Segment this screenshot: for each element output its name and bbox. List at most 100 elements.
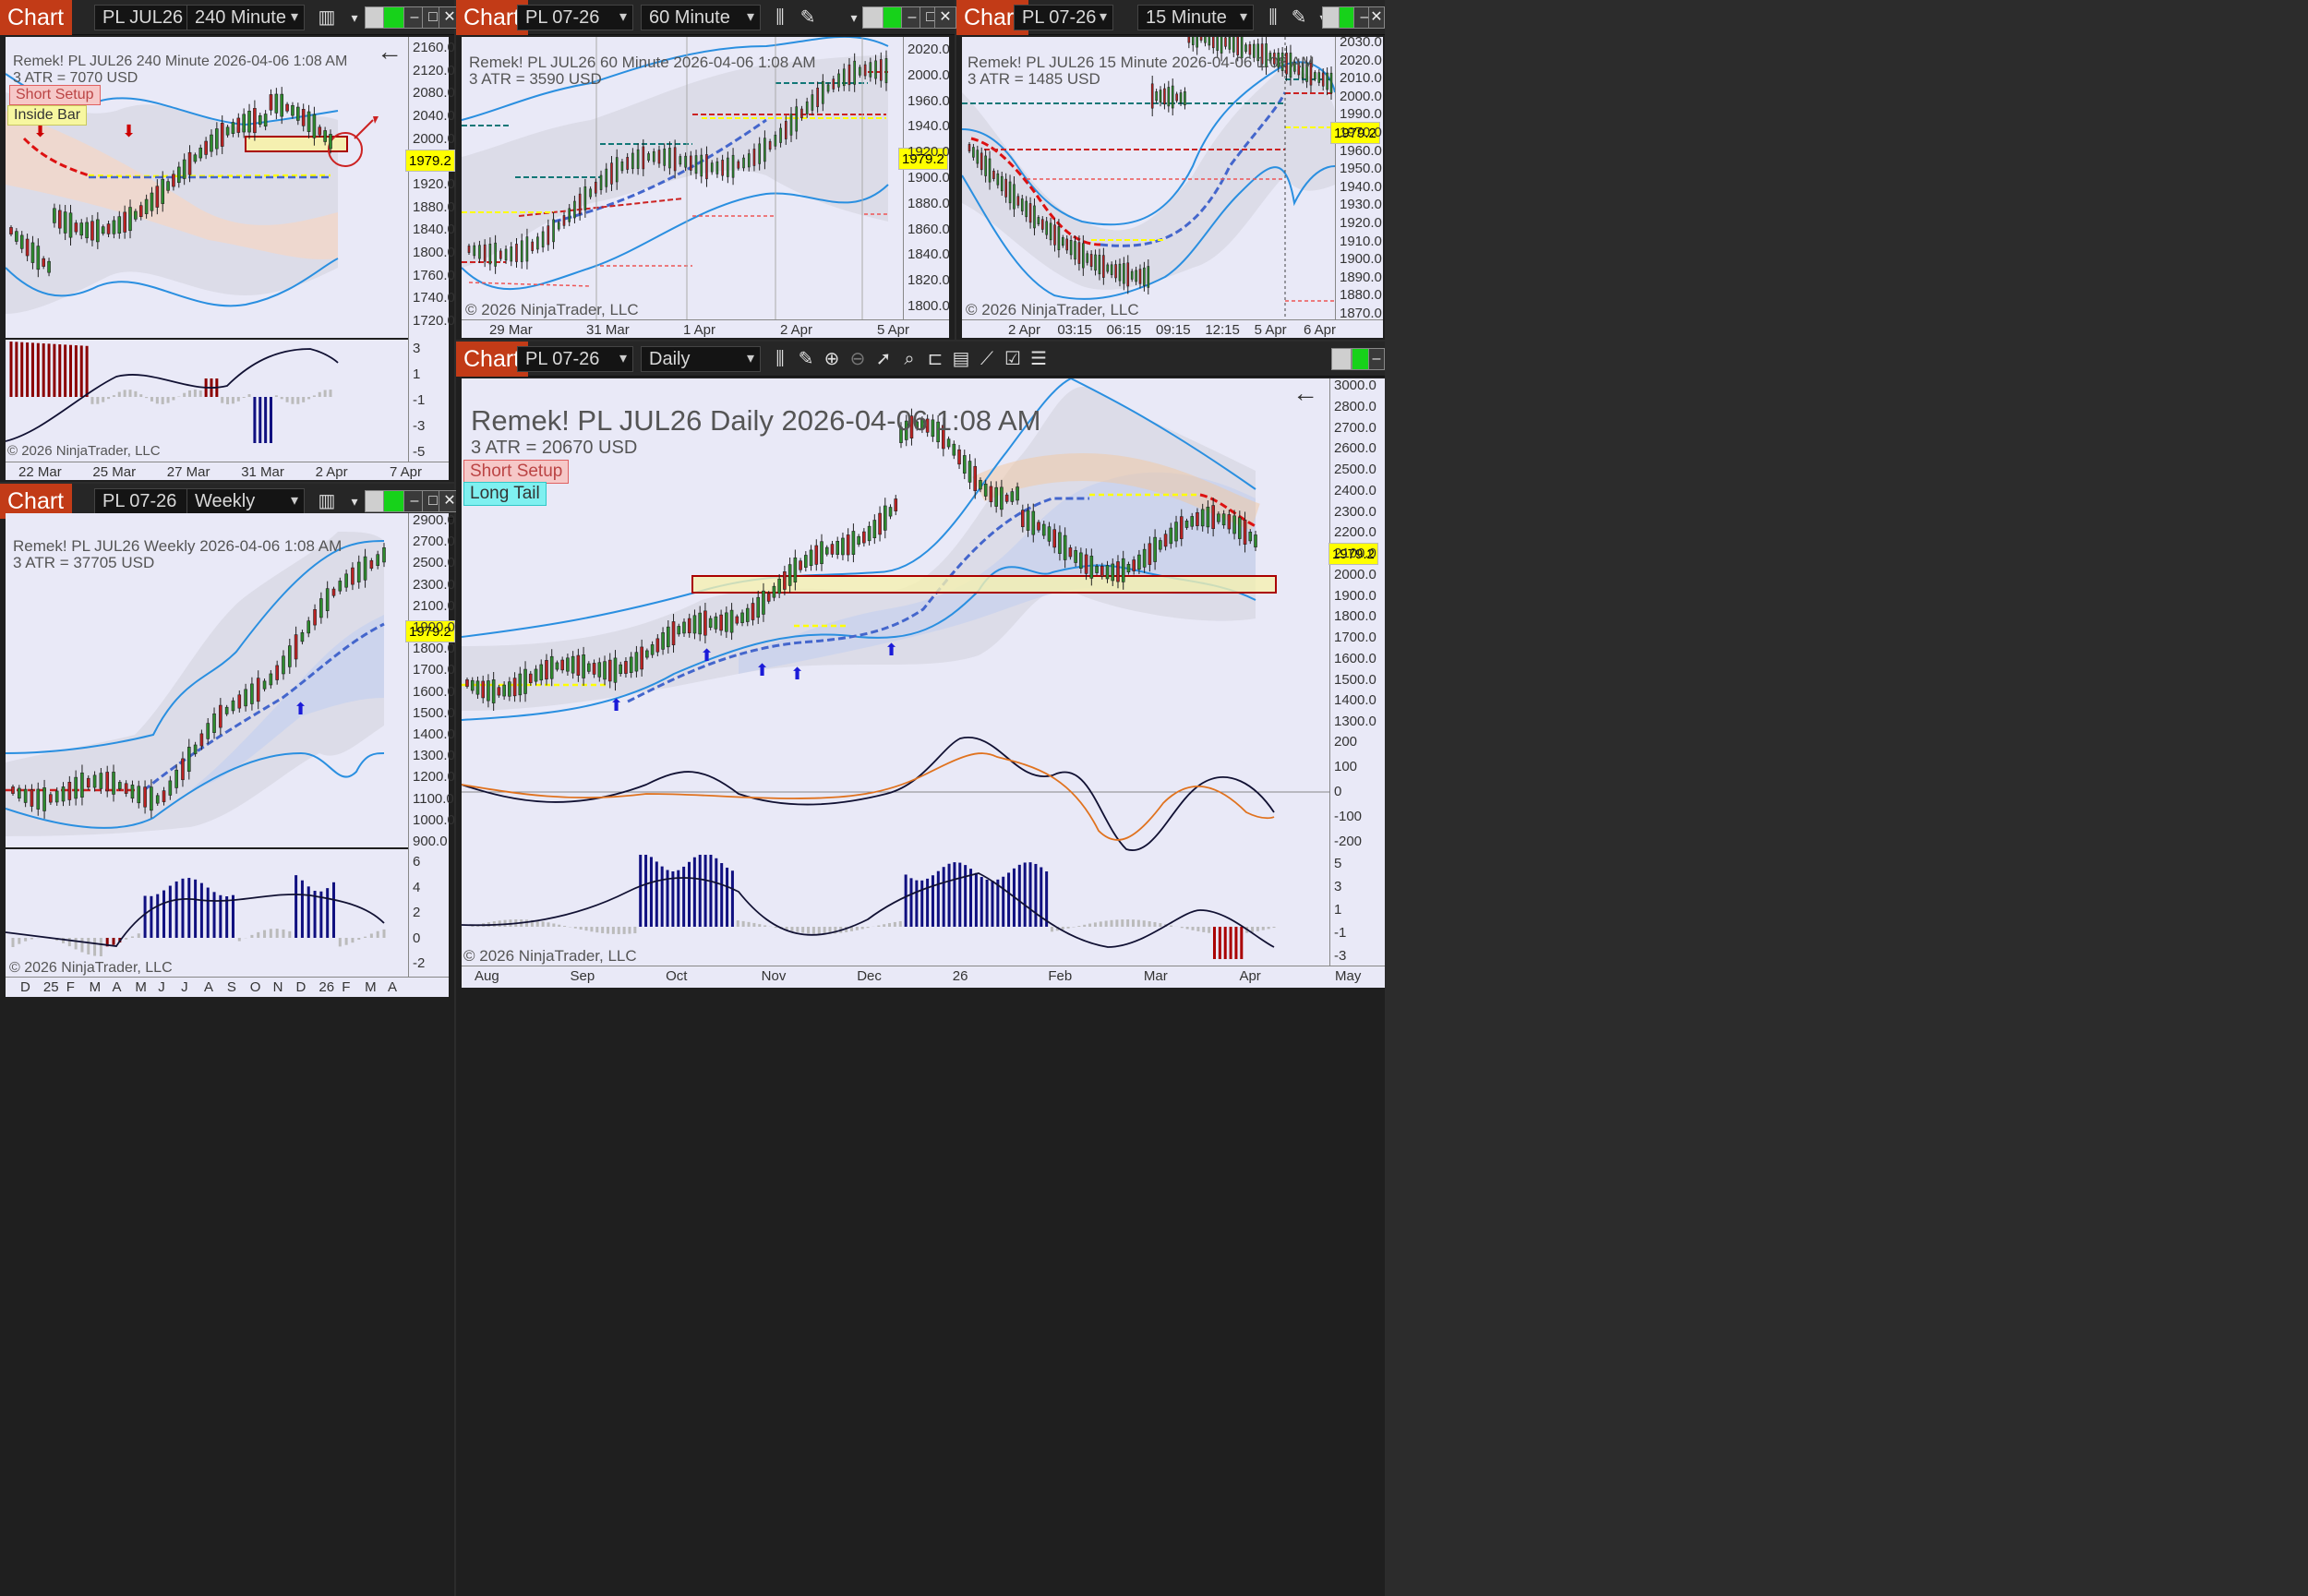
chart-menu-button[interactable]: Chart bbox=[456, 342, 528, 377]
templates-icon[interactable]: ⊏ bbox=[927, 349, 944, 369]
zoom-out-icon[interactable]: ⊖ bbox=[849, 349, 866, 369]
time-axis[interactable]: Aug Sep Oct Nov Dec 26 Feb Mar Apr May bbox=[462, 966, 1385, 988]
candle-body bbox=[47, 260, 51, 273]
price-axis[interactable]: 1979.2 3000.0 2800.0 2700.0 2600.0 2500.0 240… bbox=[1328, 378, 1385, 729]
chart-menu-button[interactable]: Chart bbox=[0, 484, 72, 519]
chevron-down-icon[interactable]: ▾ bbox=[746, 351, 754, 366]
histogram-bar bbox=[318, 391, 321, 397]
price-axis[interactable]: 1979.2 2030.0 2020.0 2010.0 2000.0 1990.0 197… bbox=[1330, 34, 1383, 321]
properties-icon[interactable]: ☑ bbox=[1004, 349, 1021, 369]
chevron-down-icon[interactable]: ▾ bbox=[619, 9, 627, 25]
time-axis[interactable]: 2 Apr 03:15 06:15 09:15 12:15 5 Apr 6 Apr bbox=[962, 319, 1383, 338]
link-color-button[interactable] bbox=[1352, 348, 1370, 370]
chevron-down-icon[interactable]: ▾ bbox=[619, 351, 627, 366]
chart-title: Remek! PL JUL26 Weekly 2026-04-06 1:08 A… bbox=[13, 537, 343, 555]
back-arrow-icon[interactable]: ← bbox=[1292, 378, 1318, 407]
candle-body bbox=[679, 156, 682, 165]
chart-menu-button[interactable]: Chart bbox=[0, 0, 72, 35]
y-tick-label: -100 bbox=[1334, 809, 1363, 824]
price-plot[interactable]: ⬇ ⬇ Remek! PL JUL26 240 Minute 2026-04-0… bbox=[6, 37, 408, 338]
link-button[interactable] bbox=[1331, 348, 1352, 370]
time-axis[interactable]: D 25 F M A M J J A S O N D 26 F M A bbox=[6, 977, 449, 997]
histogram-bar bbox=[898, 920, 902, 927]
indicators-icon[interactable]: ▤ bbox=[952, 349, 970, 369]
time-axis[interactable]: 29 Mar 31 Mar 1 Apr 2 Apr 5 Apr bbox=[462, 319, 949, 338]
instrument-selector[interactable]: PL 07-26▾ bbox=[1014, 5, 1113, 30]
close-button[interactable]: ✕ bbox=[1368, 6, 1385, 29]
interval-selector[interactable]: 240 Minute ▾ bbox=[186, 5, 305, 30]
price-plot[interactable]: ⬆ Remek! PL JUL26 Weekly 2026-04-06 1:08… bbox=[6, 513, 408, 847]
pointer-icon[interactable]: ➚ bbox=[875, 349, 892, 369]
time-axis[interactable]: 22 Mar 25 Mar 27 Mar 31 Mar 2 Apr 7 Apr bbox=[6, 462, 449, 480]
price-axis[interactable]: 1979.2 2900.0 2700.0 2500.0 2300.0 2100.0 190… bbox=[405, 512, 455, 849]
macd-plot[interactable] bbox=[462, 729, 1329, 855]
chart-menu-button[interactable]: Chart bbox=[456, 0, 528, 35]
chevron-down-icon[interactable]: ▾ bbox=[290, 493, 298, 509]
bar-chart-icon[interactable]: ⫼ bbox=[1268, 7, 1278, 28]
histogram-bar bbox=[296, 397, 300, 404]
candle-body bbox=[1179, 92, 1183, 103]
instrument-selector[interactable]: PL 07-26▾ bbox=[517, 5, 633, 30]
bar-chart-icon[interactable]: ▥ bbox=[318, 491, 336, 511]
histogram-bar bbox=[866, 927, 870, 929]
bar-chart-icon[interactable]: ▥ bbox=[318, 7, 336, 28]
interval-selector[interactable]: Daily ▾ bbox=[641, 346, 761, 372]
price-axis[interactable]: 1979.2 2020.0 2000.0 1960.0 1940.0 1920.0 190… bbox=[898, 37, 950, 319]
oscillator-plot[interactable]: © 2026 NinjaTrader, LLC bbox=[6, 340, 408, 462]
pencil-icon[interactable]: ✎ bbox=[799, 7, 816, 28]
bar-chart-icon[interactable]: ⫼ bbox=[775, 7, 785, 28]
data-box-icon[interactable]: ⌕ bbox=[904, 349, 915, 369]
price-plot[interactable]: ⬆ ⬆ ⬆ ⬆ ⬆ Remek! PL JUL26 Daily 2026-04-… bbox=[462, 378, 1329, 729]
candle-body bbox=[504, 248, 508, 261]
candle-body bbox=[814, 545, 819, 565]
candle-body bbox=[857, 535, 860, 545]
oscillator-plot[interactable]: © 2026 NinjaTrader, LLC bbox=[462, 855, 1329, 966]
y-tick-label: 2000.0 bbox=[1334, 566, 1376, 582]
price-plot[interactable]: Remek! PL JUL26 60 Minute 2026-04-06 1:0… bbox=[462, 37, 903, 319]
price-plot[interactable]: Remek! PL JUL26 15 Minute 2026-04-06 1:0… bbox=[962, 37, 1335, 319]
histogram-bar bbox=[11, 938, 15, 947]
histogram-bar bbox=[130, 936, 134, 938]
candle-body bbox=[979, 480, 982, 490]
candles-group bbox=[467, 50, 888, 274]
y-tick-label: 2500.0 bbox=[413, 555, 455, 571]
chevron-down-icon[interactable]: ▾ bbox=[1099, 9, 1107, 25]
link-button[interactable] bbox=[862, 6, 884, 29]
candle-body bbox=[867, 525, 872, 542]
chevron-down-icon[interactable]: ▾ bbox=[1239, 9, 1247, 25]
close-button[interactable]: ✕ bbox=[934, 6, 956, 29]
pencil-icon[interactable]: ✎ bbox=[1291, 7, 1307, 28]
histogram-bar bbox=[736, 920, 739, 927]
candle-body bbox=[307, 620, 311, 634]
chevron-down-icon[interactable]: ▾ bbox=[351, 494, 358, 509]
candle-body bbox=[1169, 527, 1173, 545]
instrument-selector[interactable]: PL 07-26▾ bbox=[517, 346, 633, 372]
oscillator-plot[interactable]: © 2026 NinjaTrader, LLC bbox=[6, 849, 408, 977]
back-arrow-icon[interactable]: ← bbox=[377, 37, 403, 66]
minimize-button[interactable]: – bbox=[1368, 348, 1385, 370]
link-color-button[interactable] bbox=[383, 6, 405, 29]
chevron-down-icon[interactable]: ▾ bbox=[351, 10, 358, 25]
bar-chart-icon[interactable]: ⫼ bbox=[775, 349, 785, 369]
candle-body bbox=[1142, 548, 1147, 568]
y-tick-label: 1920.0 bbox=[1340, 215, 1382, 231]
interval-selector[interactable]: 15 Minute ▾ bbox=[1137, 5, 1254, 30]
interval-selector[interactable]: Weekly ▾ bbox=[186, 488, 305, 514]
candle-body bbox=[582, 654, 585, 678]
list-icon[interactable]: ☰ bbox=[1030, 349, 1047, 369]
zoom-in-icon[interactable]: ⊕ bbox=[823, 349, 840, 369]
chevron-down-icon[interactable]: ▾ bbox=[850, 10, 858, 25]
candle-body bbox=[1224, 37, 1227, 47]
y-tick-label: 1900.0 bbox=[908, 170, 950, 186]
histogram-bar bbox=[20, 342, 24, 397]
x-tick-label: 5 Apr bbox=[877, 322, 910, 338]
strategies-icon[interactable]: ⟋ bbox=[980, 349, 993, 369]
pencil-icon[interactable]: ✎ bbox=[798, 349, 814, 369]
chevron-down-icon[interactable]: ▾ bbox=[746, 9, 754, 25]
link-color-button[interactable] bbox=[383, 490, 405, 512]
histogram-bar bbox=[877, 925, 881, 927]
interval-selector[interactable]: 60 Minute ▾ bbox=[641, 5, 761, 30]
histogram-bar bbox=[1256, 927, 1259, 931]
chevron-down-icon[interactable]: ▾ bbox=[290, 9, 298, 25]
candle-body bbox=[1227, 514, 1232, 530]
